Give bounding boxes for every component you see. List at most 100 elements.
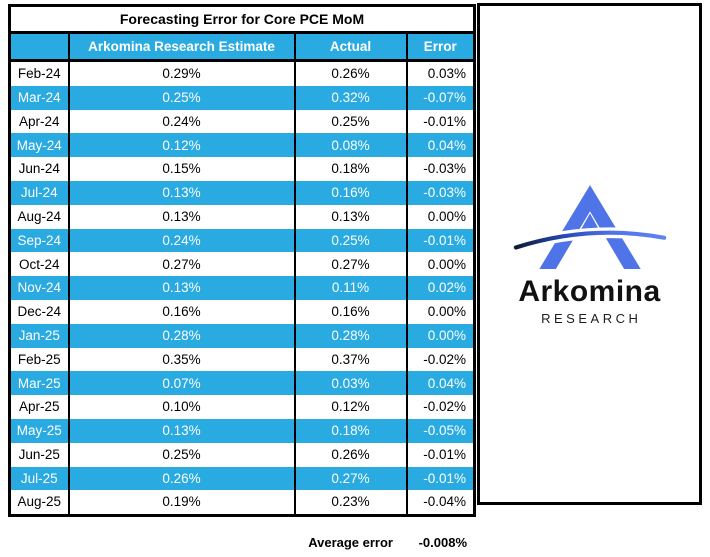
table-row: Sep-24 0.24% 0.25% -0.01% — [9, 228, 475, 253]
month-cell: May-24 — [9, 133, 69, 158]
error-cell: 0.00% — [405, 204, 475, 229]
month-cell: Jul-25 — [9, 466, 69, 491]
table-row: Nov-24 0.13% 0.11% 0.02% — [9, 276, 475, 300]
table-row: Aug-25 0.19% 0.23% -0.04% — [9, 490, 475, 516]
table-row: Jun-24 0.15% 0.18% -0.03% — [9, 157, 475, 181]
forecast-table-grid: Forecasting Error for Core PCE MoM Arkom… — [8, 4, 477, 518]
forecast-table: Forecasting Error for Core PCE MoM Arkom… — [8, 4, 477, 518]
column-header-estimate: Arkomina Research Estimate — [67, 32, 295, 62]
error-cell: 0.00% — [405, 252, 475, 277]
value-cell: 0.25% — [293, 228, 407, 253]
error-cell: -0.01% — [405, 228, 475, 253]
value-cell: 0.13% — [67, 180, 295, 205]
value-cell: 0.16% — [293, 299, 407, 324]
month-cell: May-25 — [9, 418, 69, 443]
value-cell: 0.37% — [293, 347, 407, 372]
value-cell: 0.25% — [67, 442, 295, 467]
table-row: Mar-24 0.25% 0.32% -0.07% — [9, 85, 475, 110]
table-row: Oct-24 0.27% 0.27% 0.00% — [9, 252, 475, 277]
month-cell: Sep-24 — [9, 228, 69, 253]
table-row: Feb-25 0.35% 0.37% -0.02% — [9, 347, 475, 372]
error-cell: -0.05% — [405, 418, 475, 443]
logo-wordmark: Arkomina — [518, 274, 661, 308]
table-row: May-24 0.12% 0.08% 0.04% — [9, 133, 475, 158]
value-cell: 0.27% — [293, 252, 407, 277]
table-row: Dec-24 0.16% 0.16% 0.00% — [9, 299, 475, 324]
table-row: Apr-24 0.24% 0.25% -0.01% — [9, 109, 475, 134]
value-cell: 0.25% — [67, 85, 295, 110]
month-cell: Jan-25 — [9, 323, 69, 348]
month-cell: Aug-24 — [9, 204, 69, 229]
value-cell: 0.03% — [293, 371, 407, 396]
value-cell: 0.16% — [293, 180, 407, 205]
table-row: Feb-24 0.29% 0.26% 0.03% — [9, 60, 475, 86]
column-header-month — [9, 32, 69, 62]
value-cell: 0.25% — [293, 109, 407, 134]
month-cell: Apr-24 — [9, 109, 69, 134]
average-error-row: Average error -0.008% — [8, 535, 473, 551]
error-cell: -0.03% — [405, 180, 475, 205]
month-cell: Jun-25 — [9, 442, 69, 467]
value-cell: 0.26% — [293, 442, 407, 467]
month-cell: Jun-24 — [9, 157, 69, 181]
table-row: Aug-24 0.13% 0.13% 0.00% — [9, 204, 475, 229]
error-cell: 0.04% — [405, 133, 475, 158]
arkomina-a-swoosh-icon — [511, 184, 668, 269]
value-cell: 0.11% — [293, 276, 407, 300]
table-row: Jul-25 0.26% 0.27% -0.01% — [9, 466, 475, 491]
month-cell: Mar-25 — [9, 371, 69, 396]
value-cell: 0.26% — [293, 60, 407, 86]
month-cell: Dec-24 — [9, 299, 69, 324]
value-cell: 0.12% — [293, 395, 407, 419]
error-cell: 0.02% — [405, 276, 475, 300]
table-header-row: Arkomina Research Estimate Actual Error — [9, 32, 475, 62]
column-header-error: Error — [405, 32, 475, 62]
table-row: Apr-25 0.10% 0.12% -0.02% — [9, 395, 475, 419]
value-cell: 0.24% — [67, 228, 295, 253]
month-cell: Aug-25 — [9, 490, 69, 516]
month-cell: Apr-25 — [9, 395, 69, 419]
value-cell: 0.24% — [67, 109, 295, 134]
value-cell: 0.18% — [293, 418, 407, 443]
logo-subtitle: RESEARCH — [541, 310, 642, 326]
table-title-row: Forecasting Error for Core PCE MoM — [9, 5, 475, 34]
error-cell: 0.04% — [405, 371, 475, 396]
value-cell: 0.19% — [67, 490, 295, 516]
month-cell: Oct-24 — [9, 252, 69, 277]
error-cell: 0.00% — [405, 299, 475, 324]
error-cell: -0.01% — [405, 466, 475, 491]
error-cell: 0.03% — [405, 60, 475, 86]
value-cell: 0.08% — [293, 133, 407, 158]
value-cell: 0.13% — [67, 204, 295, 229]
value-cell: 0.15% — [67, 157, 295, 181]
error-cell: -0.02% — [405, 395, 475, 419]
error-cell: -0.04% — [405, 490, 475, 516]
value-cell: 0.18% — [293, 157, 407, 181]
error-cell: -0.07% — [405, 85, 475, 110]
value-cell: 0.28% — [67, 323, 295, 348]
month-cell: Nov-24 — [9, 276, 69, 300]
average-error-value: -0.008% — [418, 535, 467, 550]
value-cell: 0.10% — [67, 395, 295, 419]
table-title: Forecasting Error for Core PCE MoM — [9, 5, 475, 34]
average-error-label: Average error — [308, 535, 393, 550]
value-cell: 0.07% — [67, 371, 295, 396]
table-row: Mar-25 0.07% 0.03% 0.04% — [9, 371, 475, 396]
value-cell: 0.35% — [67, 347, 295, 372]
arkomina-logo: Arkomina RESEARCH — [511, 183, 668, 326]
value-cell: 0.27% — [293, 466, 407, 491]
table-body: Feb-24 0.29% 0.26% 0.03% Mar-24 0.25% 0.32% -0.… — [9, 60, 475, 516]
value-cell: 0.16% — [67, 299, 295, 324]
value-cell: 0.13% — [67, 418, 295, 443]
error-cell: -0.02% — [405, 347, 475, 372]
error-cell: 0.00% — [405, 323, 475, 348]
value-cell: 0.27% — [67, 252, 295, 277]
column-header-actual: Actual — [293, 32, 407, 62]
logo-panel: Arkomina RESEARCH — [477, 3, 702, 505]
value-cell: 0.29% — [67, 60, 295, 86]
table-row: Jul-24 0.13% 0.16% -0.03% — [9, 180, 475, 205]
month-cell: Feb-25 — [9, 347, 69, 372]
table-row: Jun-25 0.25% 0.26% -0.01% — [9, 442, 475, 467]
value-cell: 0.23% — [293, 490, 407, 516]
